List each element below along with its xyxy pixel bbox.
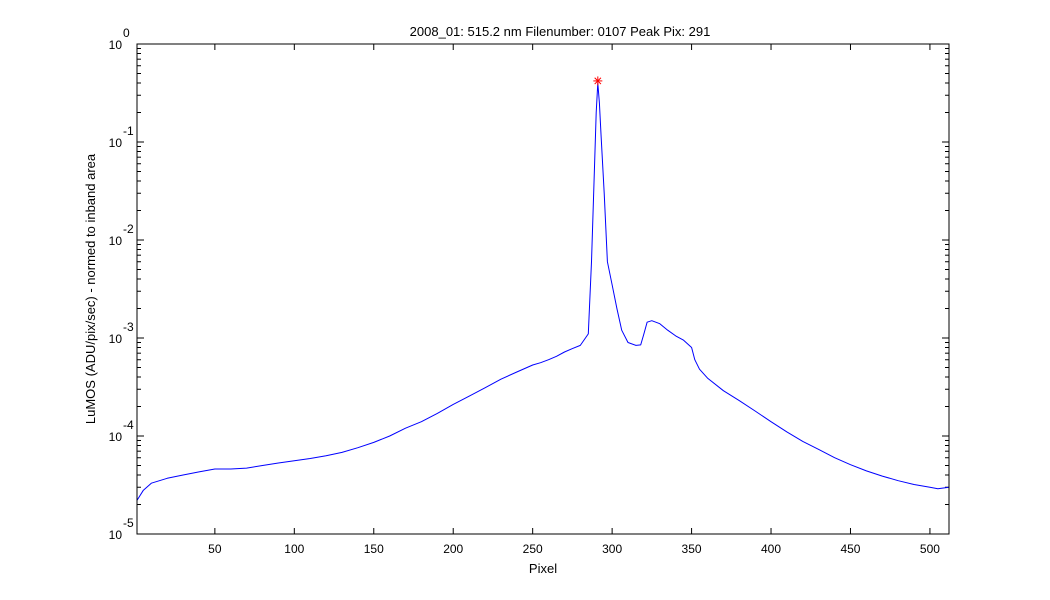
marker-layer — [593, 76, 603, 86]
x-tick-label: 200 — [443, 542, 463, 556]
y-axis-label: LuMOS (ADU/pix/sec) - normed to inband a… — [83, 153, 98, 424]
x-tick-label: 400 — [761, 542, 781, 556]
y-tick-label-exponent: -5 — [123, 516, 134, 530]
x-tick-label: 300 — [602, 542, 622, 556]
y-tick-label-base: 10 — [109, 136, 123, 150]
y-tick-label-exponent: -1 — [123, 124, 134, 138]
y-tick-label-base: 10 — [109, 234, 123, 248]
x-axis-ticks: 50 100 150 200 250 300 350 400 450 500 — [208, 44, 940, 556]
y-tick-label-base: 10 — [109, 528, 123, 542]
y-tick-label-exponent: -2 — [123, 222, 134, 236]
y-tick-label-exponent: -3 — [123, 320, 134, 334]
x-tick-label: 100 — [284, 542, 304, 556]
y-tick-label-exponent: 0 — [123, 26, 130, 40]
chart-title: 2008_01: 515.2 nm Filenumber: 0107 Peak … — [410, 24, 711, 39]
y-tick-label-base: 10 — [109, 332, 123, 346]
x-tick-label: 500 — [920, 542, 940, 556]
x-tick-label: 50 — [208, 542, 222, 556]
plot-area — [137, 44, 949, 534]
x-axis-label: Pixel — [529, 561, 557, 576]
x-tick-label: 250 — [523, 542, 543, 556]
y-tick-label-exponent: -4 — [123, 418, 134, 432]
x-tick-label: 350 — [682, 542, 702, 556]
y-tick-label-base: 10 — [109, 430, 123, 444]
x-tick-label: 150 — [364, 542, 384, 556]
plot-frame — [136, 43, 950, 535]
x-tick-label: 450 — [840, 542, 860, 556]
peak-marker — [593, 76, 603, 86]
y-tick-label-base: 10 — [109, 38, 123, 52]
